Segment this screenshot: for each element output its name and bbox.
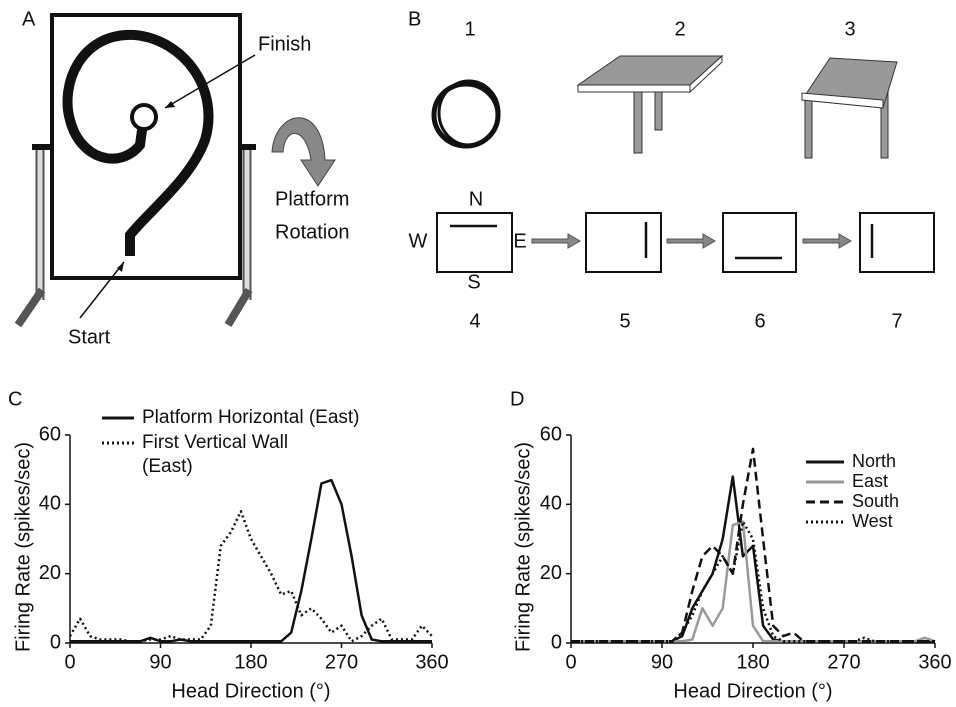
x-axis-label: Head Direction (°) [673, 680, 832, 702]
step-arrow [802, 233, 852, 249]
compass-label: E [513, 230, 526, 252]
pointer [164, 54, 256, 109]
y-axis-label: Firing Rate (spikes/sec) [12, 442, 34, 652]
legend-entry: South [852, 491, 900, 511]
series-line [70, 478, 432, 643]
panel-label: D [510, 388, 524, 410]
legend-label: East [852, 471, 889, 491]
step-number: 7 [891, 310, 902, 332]
legend-entry: First Vertical Wall (East) [142, 432, 289, 477]
stand-leg [224, 287, 253, 328]
legend-entry: North [852, 451, 897, 471]
compass-label: N [469, 188, 483, 210]
series-line [68, 510, 433, 643]
ring [437, 79, 501, 147]
step-number: 1 [464, 18, 475, 40]
y-tick-label: 0 [50, 631, 61, 653]
x-axis-label: Head Direction (°) [171, 680, 330, 702]
maze-path [62, 29, 214, 256]
legend-label: North [852, 451, 897, 471]
pointer [79, 261, 125, 319]
legend-entry: East [852, 471, 889, 491]
panel-label: C [8, 388, 22, 410]
x-tick-label: 360 [918, 651, 951, 673]
start-label: Start [68, 326, 111, 348]
step-number: 2 [674, 18, 685, 40]
goal [130, 103, 158, 131]
legend-label: South [852, 491, 900, 511]
step-arrow [666, 233, 716, 249]
compass-label: W [409, 230, 428, 252]
y-tick-label: 0 [551, 631, 562, 653]
table-edge [689, 54, 723, 94]
step-number: 4 [469, 310, 480, 332]
step-number: 3 [844, 18, 855, 40]
y-tick-label: 60 [39, 423, 61, 445]
y-tick-label: 40 [39, 493, 61, 515]
legend-label: West [852, 511, 893, 531]
orientation-box [722, 212, 797, 273]
table-edge [801, 92, 884, 109]
y-tick-label: 60 [540, 423, 562, 445]
legend-label: First Vertical Wall (East) [142, 432, 289, 477]
table-leg [654, 87, 663, 131]
step-number: 6 [754, 310, 765, 332]
legend-entry: West [852, 511, 893, 531]
panel-a: A Finish Start Platform Rotation [14, 8, 350, 348]
panel-label: A [22, 8, 36, 30]
pointer-head [117, 262, 124, 272]
step-number: 5 [619, 310, 630, 332]
y-tick-label: 20 [39, 562, 61, 584]
rotation-label: Platform [275, 188, 349, 210]
chart: C 0 20 40 60 0 90 180 270 360 Head Direction (°) Fi… [8, 388, 449, 702]
series-line [571, 520, 935, 643]
x-tick-label: 90 [651, 651, 673, 673]
legend-label: Platform Horizontal (East) [142, 407, 360, 428]
finish-label: Finish [258, 33, 311, 55]
table-leg [633, 87, 643, 154]
rotation-label: Rotation [275, 221, 350, 243]
x-tick-label: 180 [736, 651, 769, 673]
table-edge [577, 84, 691, 93]
orientation-box [436, 212, 513, 273]
y-axis-label: Firing Rate (spikes/sec) [512, 442, 534, 652]
legend-entry: Platform Horizontal (East) [142, 407, 360, 428]
compass-label: S [467, 271, 480, 293]
x-tick-label: 0 [64, 651, 75, 673]
x-tick-label: 0 [565, 651, 576, 673]
panel-label: B [408, 8, 421, 30]
arrows [531, 233, 852, 249]
chart: D 0 20 40 60 0 90 180 270 360 Head Direction (°) Fi… [510, 388, 952, 702]
stand-leg [14, 287, 46, 328]
y-tick-label: 40 [540, 493, 562, 515]
x-tick-label: 360 [415, 651, 448, 673]
x-tick-label: 270 [325, 651, 358, 673]
rotation-arrow [271, 117, 336, 187]
x-tick-label: 270 [827, 651, 860, 673]
x-tick-label: 90 [149, 651, 171, 673]
table-leg [804, 99, 813, 159]
y-tick-label: 20 [540, 562, 562, 584]
orientation-box [585, 212, 662, 273]
step-arrow [531, 233, 581, 249]
x-tick-label: 180 [234, 651, 267, 673]
pointer-head [165, 101, 175, 108]
panel-b: B 1 2 3 N W E S 4 5 [408, 8, 935, 332]
